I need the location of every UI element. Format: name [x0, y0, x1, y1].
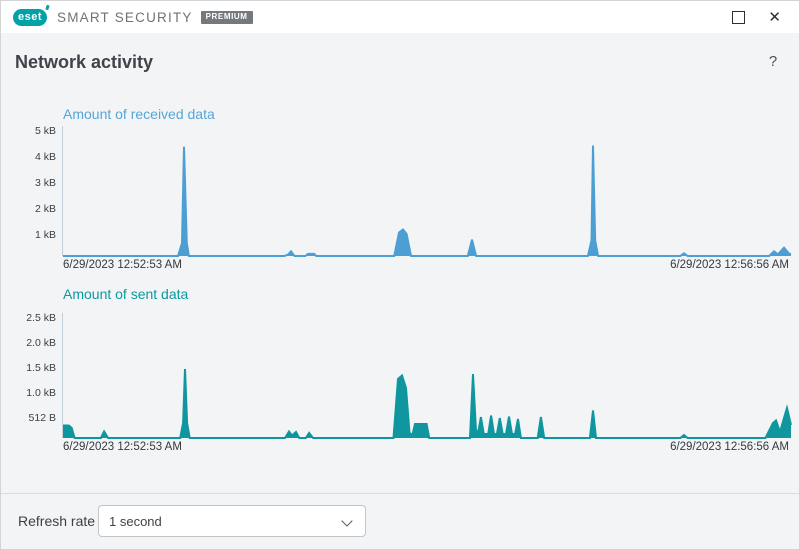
received-chart-y-axis-line	[62, 126, 63, 256]
received-chart-start-time: 6/29/2023 12:52:53 AM	[63, 259, 182, 271]
sent-chart-y-axis-line	[62, 313, 63, 438]
received-chart-y-axis: 5 kB 4 kB 3 kB 2 kB 1 kB	[1, 125, 56, 256]
y-tick-label: 512 B	[28, 412, 56, 424]
help-icon[interactable]: ?	[768, 53, 778, 70]
footer-bar: Refresh rate 1 second	[1, 493, 799, 549]
product-name: SMART SECURITY	[57, 9, 193, 25]
y-tick-label: 2 kB	[34, 203, 56, 215]
eset-logo-quote-mark-icon	[45, 4, 50, 10]
refresh-rate-select[interactable]: 1 second	[98, 505, 366, 537]
y-tick-label: 3 kB	[34, 177, 56, 189]
maximize-icon[interactable]	[732, 10, 746, 24]
received-chart-plot	[63, 145, 792, 257]
refresh-rate-label: Refresh rate	[18, 513, 96, 529]
sent-chart-start-time: 6/29/2023 12:52:53 AM	[63, 441, 182, 453]
received-chart-title: Amount of received data	[63, 106, 215, 122]
eset-logo: eset	[13, 4, 50, 26]
eset-logo-text: eset	[17, 10, 43, 23]
y-tick-label: 1.5 kB	[26, 362, 56, 374]
y-tick-label: 1.0 kB	[26, 387, 56, 399]
sent-chart-y-axis: 2.5 kB 2.0 kB 1.5 kB 1.0 kB 512 B	[1, 312, 56, 438]
titlebar: eset SMART SECURITY PREMIUM ✕	[1, 1, 799, 33]
chevron-down-icon	[341, 515, 353, 527]
page-title: Network activity	[15, 52, 154, 72]
sent-chart-plot	[63, 368, 792, 439]
refresh-rate-value: 1 second	[109, 513, 162, 529]
y-tick-label: 2.0 kB	[26, 337, 56, 349]
window-controls: ✕	[732, 10, 781, 25]
premium-badge: PREMIUM	[200, 10, 253, 24]
y-tick-label: 1 kB	[34, 229, 56, 241]
y-tick-label: 5 kB	[34, 125, 56, 137]
y-tick-label: 4 kB	[34, 151, 56, 163]
sent-chart-title: Amount of sent data	[63, 286, 189, 302]
sent-chart-end-time: 6/29/2023 12:56:56 AM	[670, 441, 789, 453]
y-tick-label: 2.5 kB	[26, 312, 56, 324]
received-chart-end-time: 6/29/2023 12:56:56 AM	[670, 259, 789, 271]
close-icon[interactable]: ✕	[768, 8, 781, 26]
